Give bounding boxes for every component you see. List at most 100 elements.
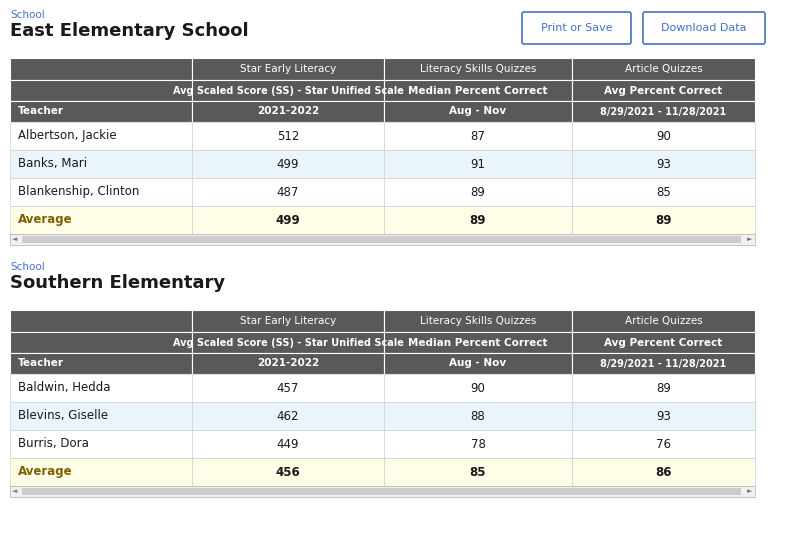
Bar [384, 353, 572, 374]
Text: 88: 88 [471, 410, 486, 423]
Text: 78: 78 [471, 437, 486, 450]
Bar [192, 430, 384, 458]
Text: Baldwin, Hedda: Baldwin, Hedda [18, 382, 111, 395]
Text: Star Early Literacy: Star Early Literacy [240, 64, 336, 74]
Bar [22, 488, 741, 495]
Text: Southern Elementary: Southern Elementary [10, 274, 225, 292]
Text: ►: ► [747, 489, 753, 495]
Bar [384, 332, 572, 353]
Text: Article Quizzes: Article Quizzes [625, 64, 702, 74]
Text: Average: Average [18, 213, 72, 227]
Bar [192, 178, 384, 206]
Text: Aug - Nov: Aug - Nov [449, 359, 506, 369]
Text: 76: 76 [656, 437, 671, 450]
Text: Article Quizzes: Article Quizzes [625, 316, 702, 326]
Bar [192, 206, 384, 234]
Text: Star Early Literacy: Star Early Literacy [240, 316, 336, 326]
Text: Banks, Mari: Banks, Mari [18, 157, 87, 170]
Text: Teacher: Teacher [18, 359, 64, 369]
Bar [384, 58, 572, 80]
Bar [10, 178, 192, 206]
Bar [384, 80, 572, 101]
Text: 499: 499 [277, 157, 299, 170]
Bar [384, 178, 572, 206]
Text: School: School [10, 10, 45, 20]
Text: Print or Save: Print or Save [541, 23, 612, 33]
Text: 91: 91 [471, 157, 486, 170]
Text: Literacy Skills Quizzes: Literacy Skills Quizzes [420, 64, 536, 74]
Bar [10, 150, 192, 178]
Bar [10, 458, 192, 486]
Bar [572, 122, 755, 150]
Bar [192, 353, 384, 374]
Bar [10, 234, 755, 245]
Bar [572, 458, 755, 486]
Text: Avg Scaled Score (SS) - Star Unified Scale: Avg Scaled Score (SS) - Star Unified Sca… [173, 86, 403, 96]
Bar [572, 402, 755, 430]
Bar [384, 430, 572, 458]
Bar [10, 310, 192, 332]
Bar [572, 58, 755, 80]
Text: Literacy Skills Quizzes: Literacy Skills Quizzes [420, 316, 536, 326]
Text: ◄: ◄ [12, 236, 17, 242]
Bar [192, 458, 384, 486]
Bar [384, 101, 572, 122]
Bar [572, 374, 755, 402]
Text: 457: 457 [277, 382, 299, 395]
Bar [22, 236, 741, 243]
Bar [572, 101, 755, 122]
Bar [10, 486, 755, 497]
Text: 8/29/2021 - 11/28/2021: 8/29/2021 - 11/28/2021 [600, 359, 727, 369]
Text: Blevins, Giselle: Blevins, Giselle [18, 410, 108, 423]
Text: Albertson, Jackie: Albertson, Jackie [18, 129, 117, 143]
Bar [10, 374, 192, 402]
Bar [384, 122, 572, 150]
Text: Aug - Nov: Aug - Nov [449, 106, 506, 116]
Bar [384, 402, 572, 430]
Bar [192, 402, 384, 430]
Bar [384, 458, 572, 486]
Bar [192, 150, 384, 178]
Bar [572, 310, 755, 332]
Text: Average: Average [18, 466, 72, 478]
Text: 90: 90 [656, 129, 671, 143]
Text: East Elementary School: East Elementary School [10, 22, 249, 40]
Text: 456: 456 [276, 466, 301, 478]
Bar [10, 206, 192, 234]
Bar [192, 332, 384, 353]
Text: 89: 89 [470, 213, 487, 227]
Text: School: School [10, 262, 45, 272]
Bar [384, 206, 572, 234]
Text: 89: 89 [471, 186, 486, 199]
Bar [192, 310, 384, 332]
Text: 85: 85 [656, 186, 671, 199]
Text: 90: 90 [471, 382, 486, 395]
Text: Download Data: Download Data [661, 23, 747, 33]
Bar [572, 178, 755, 206]
Bar [10, 58, 192, 80]
Text: Avg Percent Correct: Avg Percent Correct [604, 337, 723, 347]
Bar [572, 150, 755, 178]
Text: Teacher: Teacher [18, 106, 64, 116]
Bar [192, 122, 384, 150]
Bar [10, 353, 192, 374]
Bar [192, 101, 384, 122]
Text: Blankenship, Clinton: Blankenship, Clinton [18, 186, 139, 199]
Bar [10, 332, 192, 353]
Text: 2021-2022: 2021-2022 [257, 359, 319, 369]
Bar [572, 430, 755, 458]
Text: 87: 87 [471, 129, 486, 143]
Bar [192, 374, 384, 402]
Bar [384, 374, 572, 402]
Bar [572, 206, 755, 234]
Bar [10, 80, 192, 101]
Bar [572, 353, 755, 374]
Text: 8/29/2021 - 11/28/2021: 8/29/2021 - 11/28/2021 [600, 106, 727, 116]
Bar [10, 430, 192, 458]
Text: 89: 89 [656, 382, 671, 395]
Bar [10, 101, 192, 122]
FancyBboxPatch shape [522, 12, 631, 44]
FancyBboxPatch shape [643, 12, 765, 44]
Text: ►: ► [747, 236, 753, 242]
Text: 487: 487 [277, 186, 299, 199]
